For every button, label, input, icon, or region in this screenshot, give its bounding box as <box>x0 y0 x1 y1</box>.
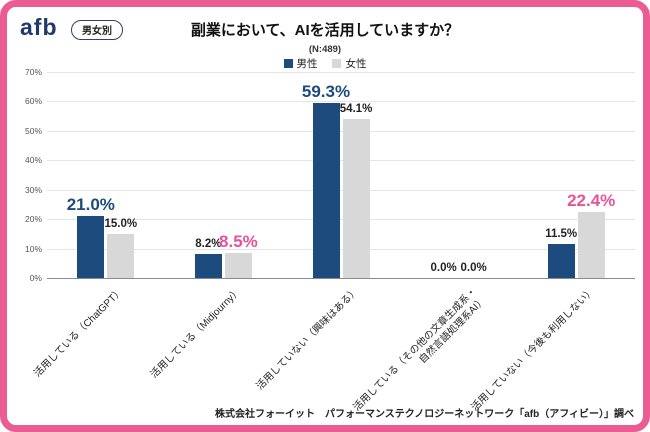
value-label-male: 8.2% <box>195 238 222 250</box>
x-axis-label: 活用している（Midjourny） <box>149 285 244 381</box>
y-axis-tick: 60% <box>24 96 42 107</box>
x-axis-line <box>47 278 635 279</box>
male-bar <box>194 254 222 278</box>
value-label-male: 59.3% <box>301 82 351 101</box>
value-label-female: 0.0% <box>460 262 487 274</box>
legend-label-male: 男性 <box>296 58 318 70</box>
female-bar <box>107 234 135 278</box>
gridline <box>47 219 635 221</box>
male-bar <box>547 244 575 278</box>
bar-chart-plot: 0% 10% 20% 30% 40% 50% 60% 70% 21.0% 15.0% 活用している（… <box>7 7 643 425</box>
y-axis-tick: 40% <box>24 155 42 166</box>
y-axis-tick: 0% <box>29 273 42 283</box>
female-series-swatch <box>332 59 342 68</box>
source-note: 株式会社フォーイット パフォーマンステクノロジーネットワーク「afb（アフィビー… <box>215 409 634 420</box>
y-axis-tick: 10% <box>24 243 42 254</box>
gridline <box>47 160 635 162</box>
gridline <box>47 101 635 103</box>
y-axis-tick: 30% <box>24 184 42 195</box>
male-series-swatch <box>283 59 293 68</box>
gridline <box>47 248 635 250</box>
afb-logo: afb <box>20 14 58 40</box>
value-label-male: 21.0% <box>66 195 115 214</box>
value-label-female: 22.4% <box>567 191 616 210</box>
legend-item-male: 男性 <box>283 58 318 70</box>
x-axis-label: 活用していない（興味はある） <box>254 285 362 393</box>
gender-filter-badge: 男女別 <box>71 20 123 40</box>
legend-item-female: 女性 <box>332 58 366 70</box>
female-bar <box>342 119 370 278</box>
y-axis-tick: 50% <box>24 125 42 136</box>
value-label-male: 11.5% <box>545 228 578 240</box>
chart-legend: 男性 女性 <box>7 56 643 71</box>
chart-title: 副業において、AIを活用していますか？ <box>190 22 460 39</box>
female-bar <box>577 212 605 278</box>
sample-size-note: (N:489) <box>308 44 342 55</box>
male-bar <box>312 103 340 278</box>
x-axis-label: 活用している（その他の文章生成系・ 自然言語処理系AI） <box>351 285 489 414</box>
gridline <box>47 72 635 73</box>
female-bar <box>224 253 252 278</box>
male-bar <box>77 216 105 278</box>
gridline <box>47 130 635 132</box>
y-axis-tick: 20% <box>24 214 42 225</box>
y-axis-tick: 70% <box>24 67 42 77</box>
value-label-female: 8.5% <box>219 232 258 251</box>
gridline <box>47 189 635 191</box>
legend-label-female: 女性 <box>345 58 367 70</box>
value-label-female: 15.0% <box>104 218 138 230</box>
value-label-male: 0.0% <box>430 262 457 274</box>
x-axis-label: 活用している（ChatGPT） <box>32 285 127 380</box>
value-label-female: 54.1% <box>339 103 373 115</box>
